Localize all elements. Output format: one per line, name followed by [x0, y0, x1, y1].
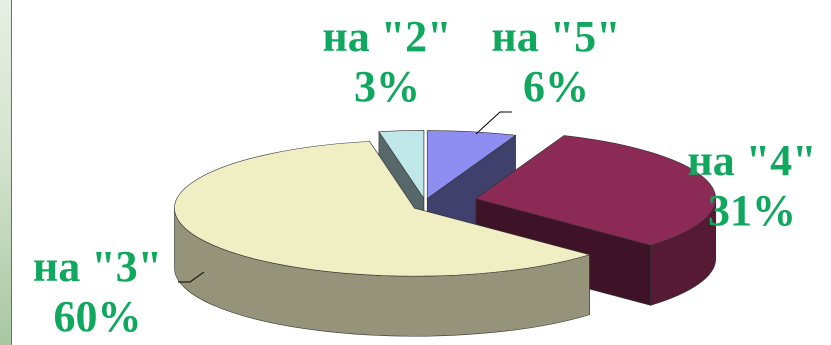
leader-lines [178, 111, 512, 283]
slice-label-2-name: на "2" [322, 12, 452, 61]
slice-label-3-percent: 60% [53, 292, 142, 341]
slice-label-3: на "3" 60% [15, 242, 180, 342]
slice-2-top-face [475, 135, 717, 246]
slice-label-2-percent: 3% [354, 62, 420, 111]
slice-1-leader-line [475, 111, 512, 135]
slice-0-top-face [378, 130, 425, 200]
slice-label-5-percent: 6% [523, 62, 589, 111]
slice-3-top-face [174, 141, 591, 277]
slice-1-top-face [426, 130, 517, 200]
left-border-strip [0, 0, 11, 345]
pie-slices [174, 130, 717, 337]
left-border-line [11, 0, 12, 345]
slice-label-2: на "2" 3% [302, 12, 472, 112]
slice-label-4-percent: 31% [708, 186, 796, 235]
slice-label-5-name: на "5" [491, 12, 621, 61]
slice-label-4-name: на "4" [687, 136, 817, 185]
slice-label-5: на "5" 6% [476, 12, 636, 112]
slice-label-4: на "4" 31% [674, 136, 830, 236]
slice-3-leader-line [178, 271, 205, 283]
slice-label-3-name: на "3" [32, 242, 163, 291]
